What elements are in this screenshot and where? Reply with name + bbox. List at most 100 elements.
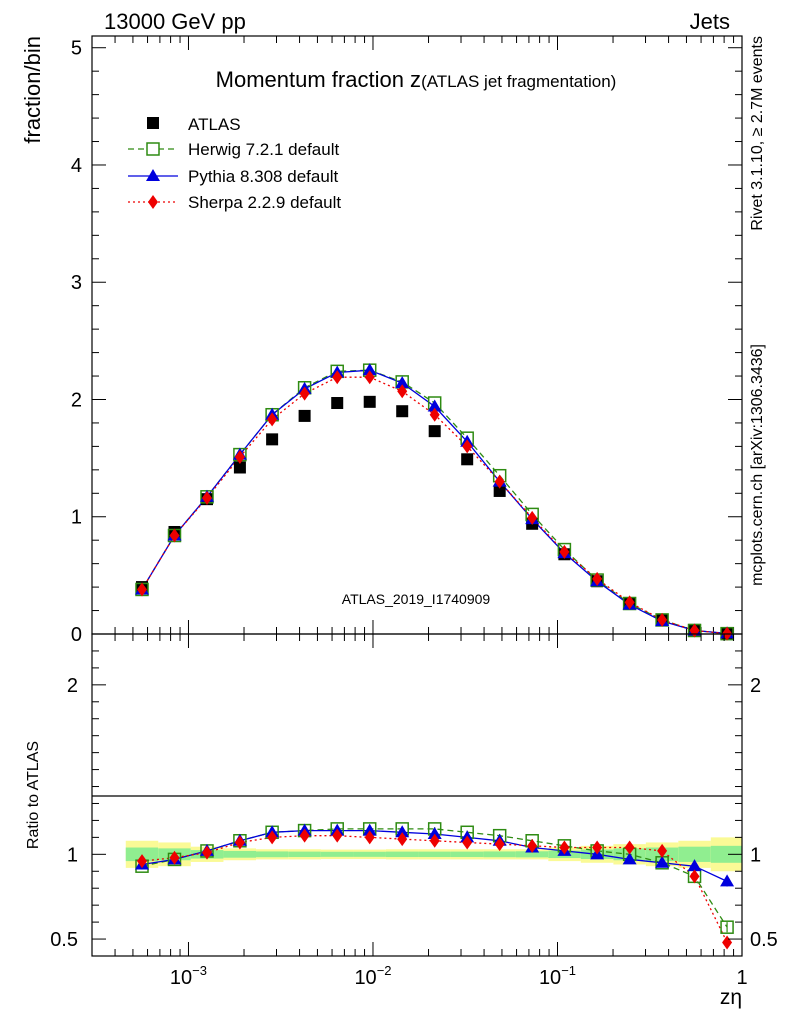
ratio-band-inner [450,851,484,858]
legend: ATLAS Herwig 7.2.1 default Pythia 8.308 … [128,115,341,212]
ratio-band-inner [288,851,321,858]
main-ytick-label: 5 [71,38,82,60]
ratio-point-pythia [622,852,637,865]
ratio-band-inner [418,851,451,858]
main-point-sherpa [397,384,408,399]
ratio-xtick-label: 10−3 [170,963,207,989]
main-point-atlas [233,461,246,474]
main-point-sherpa [234,449,245,464]
ratio-point-sherpa [429,833,440,848]
header-right: Jets [690,9,730,34]
legend-pythia-label: Pythia 8.308 default [188,167,339,186]
main-series-points [135,363,735,641]
analysis-watermark: ATLAS_2019_I1740909 [342,591,491,607]
xtick-base: 1 [736,967,747,989]
main-point-pythia [395,376,410,389]
chart-title: Momentum fraction z(ATLAS jet fragmentat… [216,67,617,92]
legend-entry-herwig: Herwig 7.2.1 default [128,140,339,159]
ratio-xlabel: zη [720,986,742,1009]
ratio-band-inner [678,846,711,862]
main-ylabel: fraction/bin [20,36,45,144]
main-point-sherpa [201,490,212,505]
ratio-point-sherpa [364,830,375,845]
xtick-base: 10 [170,967,192,989]
ratio-point-sherpa [234,835,245,850]
ratio-point-pythia [395,825,410,838]
legend-herwig-marker [146,142,160,156]
ratio-band-inner [385,851,419,858]
ratio-ylabel: Ratio to ATLAS [25,741,42,849]
legend-atlas-label: ATLAS [188,115,241,134]
ratio-point-sherpa [397,832,408,847]
ratio-point-sherpa [722,935,733,950]
main-point-sherpa [657,612,668,627]
chart-title-main: Momentum fraction z [216,67,421,92]
main-ytick-label: 1 [71,507,82,529]
main-point-sherpa [137,582,148,597]
main-point-atlas [396,405,409,418]
main-point-sherpa [429,407,440,422]
main-point-sherpa [559,544,570,559]
ratio-band-inner [515,851,549,858]
ratio-point-sherpa [559,840,570,855]
ratio-band-inner [483,851,516,858]
main-point-atlas [461,453,474,466]
ratio-band-inner [320,851,354,857]
main-panel: 0 1 2 3 4 5 fraction/bin Momentum fraction z(… [20,35,743,646]
ratio-point-pythia [687,859,702,872]
ratio-ytick-label-left: 1 [67,844,78,866]
main-point-atlas [363,395,376,408]
xtick-base: 10 [539,967,561,989]
ratio-xtick-label: 1 [736,967,747,989]
ratio-band-inner [353,851,386,857]
legend-entry-sherpa: Sherpa 2.2.9 default [128,193,341,212]
ratio-ytick-label-right: 2 [750,675,761,697]
chart-title-sub: (ATLAS jet fragmentation) [421,72,616,91]
main-point-atlas [493,484,506,497]
xtick-exponent: −2 [377,963,392,978]
legend-sherpa-label: Sherpa 2.2.9 default [188,193,341,212]
legend-pythia-marker [146,169,160,181]
ratio-point-sherpa [657,843,668,858]
ratio-point-sherpa [462,835,473,850]
ratio-plot-frame [91,633,743,957]
main-point-sherpa [267,412,278,427]
ratio-xtick-label: 10−2 [354,963,391,989]
ratio-ytick-label-right: 0.5 [750,929,778,951]
legend-entry-atlas: ATLAS [147,115,241,134]
ratio-series-points [135,822,735,950]
ratio-point-sherpa [689,869,700,884]
ratio-point-sherpa [494,837,505,852]
ratio-point-sherpa [527,838,538,853]
main-point-atlas [428,425,441,438]
main-point-sherpa [169,528,180,543]
main-axes: 0 1 2 3 4 5 [71,36,743,646]
header-left: 13000 GeV pp [104,9,246,34]
main-point-sherpa [332,370,343,385]
main-ytick-label: 3 [71,272,82,294]
legend-herwig-label: Herwig 7.2.1 default [188,140,339,159]
main-point-pythia [427,399,442,412]
ratio-point-pythia [427,826,442,839]
xtick-exponent: −3 [192,963,207,978]
ratio-point-pythia [655,855,670,868]
main-point-sherpa [364,370,375,385]
main-point-sherpa [462,439,473,454]
ratio-ytick-label-right: 1 [750,844,761,866]
main-point-atlas [266,433,279,446]
ratio-axes: 0.5 0.51 12 210−3 10−2 10−1 1 [50,634,778,989]
main-point-sherpa [624,595,635,610]
main-ytick-label: 4 [71,155,82,177]
main-ytick-label: 0 [71,624,82,646]
ratio-point-sherpa [332,828,343,843]
ratio-ytick-label-left: 2 [67,675,78,697]
ratio-point-sherpa [201,845,212,860]
main-point-atlas [298,409,311,422]
ratio-point-sherpa [592,840,603,855]
main-point-sherpa [527,510,538,525]
xtick-base: 10 [354,967,376,989]
ratio-point-sherpa [169,850,180,865]
main-point-sherpa [494,474,505,489]
legend-sherpa-marker [148,195,158,209]
